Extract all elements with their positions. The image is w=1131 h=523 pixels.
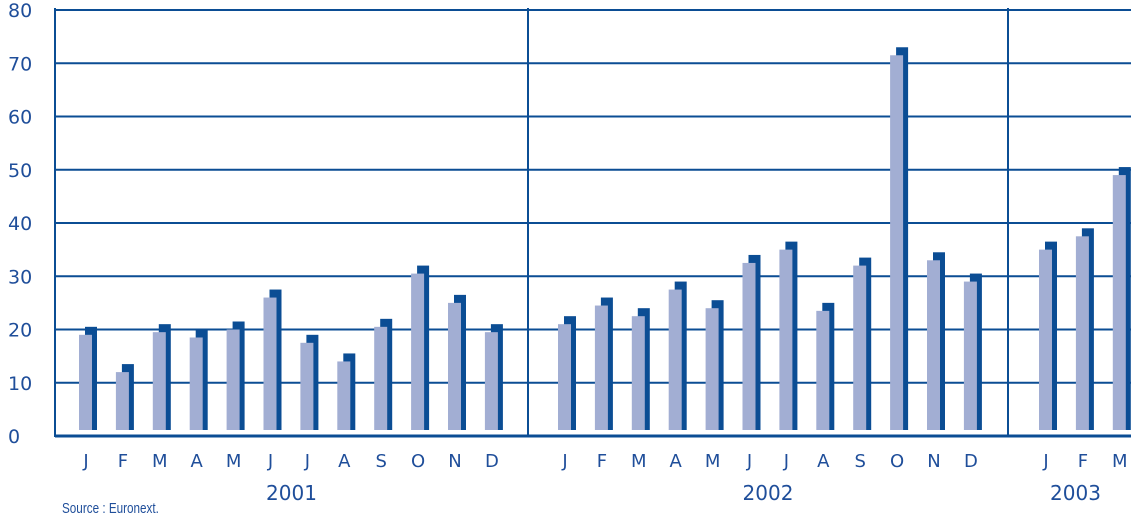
month-label: F: [597, 451, 607, 472]
year-label: 2003: [1050, 481, 1101, 505]
bar: [779, 249, 793, 430]
month-label: D: [964, 451, 978, 472]
month-label: J: [267, 451, 273, 472]
month-label: M: [705, 451, 721, 472]
y-tick-label: 80: [8, 0, 32, 22]
y-tick-label: 50: [8, 160, 32, 182]
y-tick-label: 70: [8, 53, 32, 75]
month-label: A: [338, 451, 351, 472]
month-label: J: [82, 451, 88, 472]
y-tick-label: 20: [8, 320, 32, 342]
bar: [374, 326, 388, 430]
bar: [816, 310, 830, 430]
bar: [300, 342, 314, 430]
bar: [1112, 175, 1126, 430]
bar: [594, 305, 608, 430]
y-tick-label: 0: [8, 426, 20, 448]
axes: [54, 8, 1131, 438]
bar: [668, 289, 682, 430]
source-note: Source : Euronext.: [62, 500, 159, 517]
bar: [226, 329, 240, 430]
bar: [890, 55, 904, 430]
month-label: D: [485, 451, 499, 472]
bar: [1039, 249, 1052, 430]
bar: [1075, 236, 1089, 430]
month-label: S: [375, 451, 386, 472]
labels: 0 10 20 30 40 50 60 70 80 J F M A M J J A S O N D 2001 J F M A M J J…: [8, 0, 1128, 505]
month-label: O: [411, 451, 425, 472]
bar: [927, 260, 940, 430]
bar: [189, 337, 203, 430]
month-label: A: [817, 451, 830, 472]
month-label: J: [561, 451, 567, 472]
bar: [963, 281, 977, 430]
bar: [742, 262, 756, 430]
bar: [558, 324, 571, 430]
year-label: 2001: [266, 481, 317, 505]
month-label: F: [118, 451, 128, 472]
bar: [705, 308, 719, 430]
month-label: N: [927, 451, 940, 472]
month-label: A: [670, 451, 683, 472]
bar: [152, 332, 166, 430]
y-tick-label: 30: [8, 266, 32, 288]
y-tick-label: 40: [8, 213, 32, 235]
bar: [263, 297, 277, 430]
month-label: O: [890, 451, 904, 472]
month-label: J: [783, 451, 789, 472]
month-label: M: [1112, 451, 1128, 472]
bar: [79, 334, 92, 430]
y-tick-label: 10: [8, 373, 32, 395]
month-label: J: [304, 451, 310, 472]
y-tick-label: 60: [8, 107, 32, 129]
month-label: A: [191, 451, 204, 472]
month-label: N: [448, 451, 461, 472]
bar: [115, 372, 129, 430]
bar: [448, 302, 461, 430]
month-label: J: [746, 451, 752, 472]
month-label: M: [631, 451, 647, 472]
year-label: 2002: [743, 481, 794, 505]
month-label: F: [1078, 451, 1088, 472]
bar: [484, 332, 498, 430]
bar: [853, 265, 867, 430]
bars: [79, 47, 1131, 430]
bar: [337, 361, 351, 430]
bar: [411, 273, 425, 430]
month-label: M: [226, 451, 242, 472]
month-label: M: [152, 451, 168, 472]
month-label: S: [854, 451, 865, 472]
month-label: J: [1042, 451, 1048, 472]
bar: [631, 316, 645, 430]
